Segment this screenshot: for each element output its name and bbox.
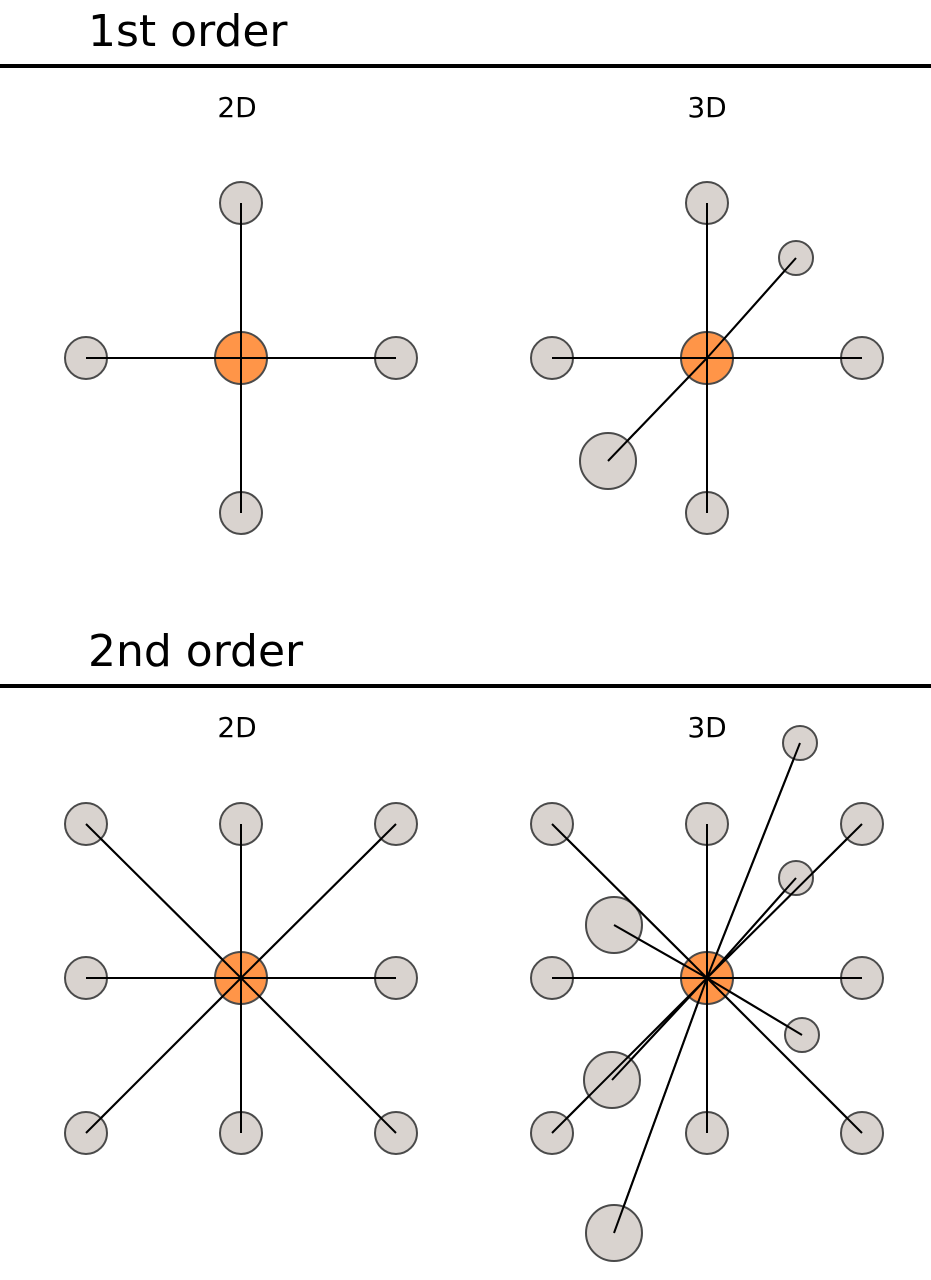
edge-overlay: [240, 823, 397, 979]
edge-overlay: [706, 977, 863, 1134]
stencil-first-order-3d: [530, 181, 884, 535]
edge-overlay: [706, 257, 797, 359]
edge-overlay: [613, 977, 708, 1234]
section-divider-second-order: [0, 684, 931, 688]
section-title-second-order: 2nd order: [88, 626, 304, 677]
edge-overlay: [607, 357, 708, 462]
edge-overlay: [706, 823, 863, 979]
edge-overlay: [551, 823, 708, 979]
section-title-first-order: 1st order: [88, 6, 288, 57]
edge-overlay: [706, 742, 801, 979]
edge-overlay: [85, 977, 242, 1134]
edge-overlay: [551, 977, 708, 1134]
stencil-second-order-2d: [64, 802, 418, 1155]
edge-overlay: [706, 977, 803, 1036]
stencil-first-order-2d: [64, 181, 418, 535]
panel-label-first-order-3d: 3D: [687, 91, 727, 124]
edge-overlay: [611, 977, 708, 1081]
panel-label-first-order-2d: 2D: [217, 91, 257, 124]
section-divider-first-order: [0, 64, 931, 68]
edge-overlay: [240, 977, 397, 1134]
edge-overlay: [85, 823, 242, 979]
panel-label-second-order-2d: 2D: [217, 711, 257, 744]
edge-overlay: [613, 924, 708, 979]
stencil-second-order-3d: [530, 725, 884, 1262]
edge-overlay: [706, 877, 797, 979]
panel-label-second-order-3d: 3D: [687, 711, 727, 744]
